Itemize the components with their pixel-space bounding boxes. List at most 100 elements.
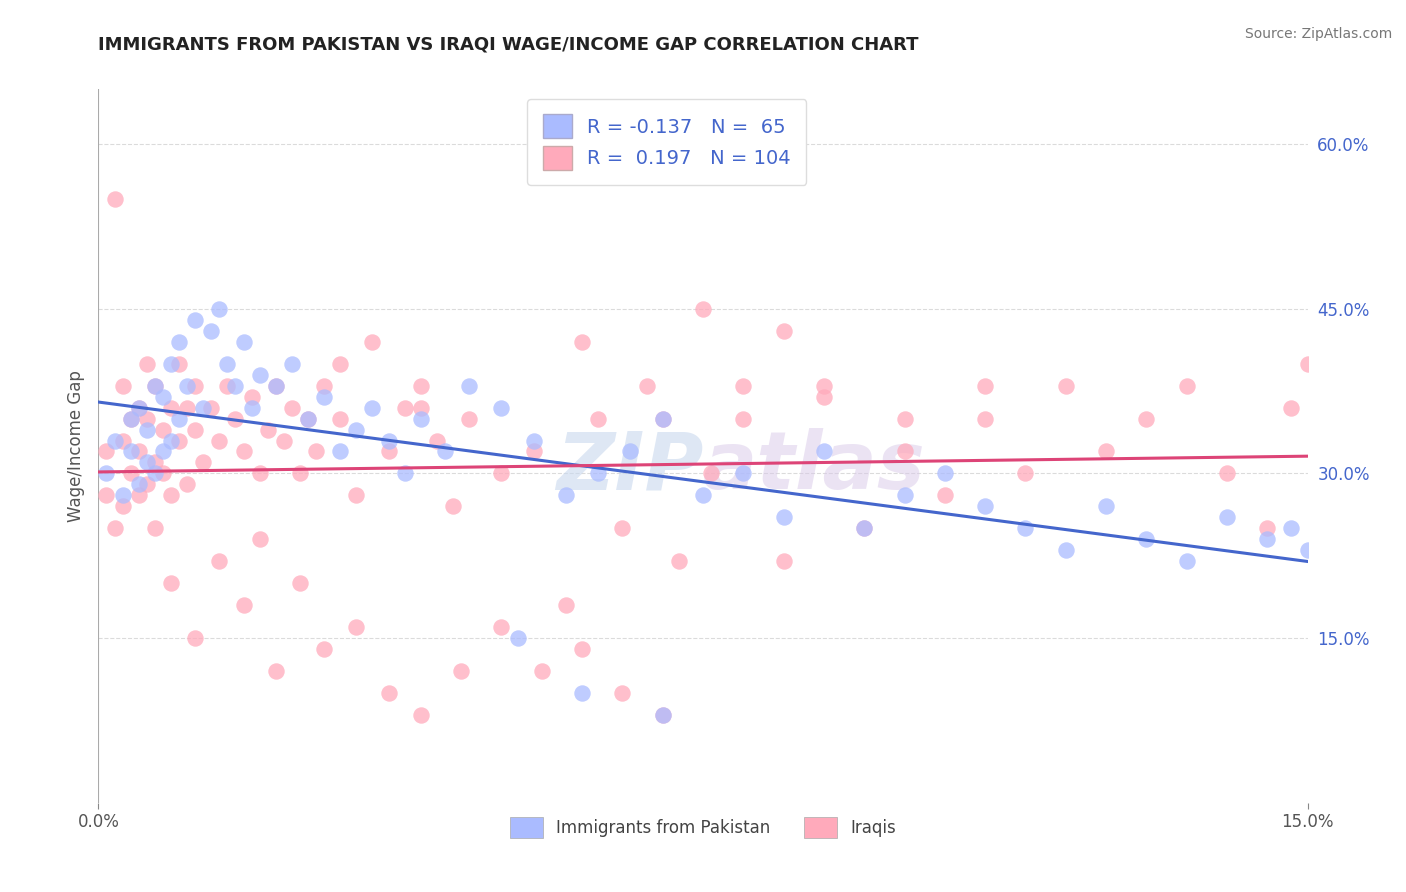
Point [974,378,997,392]
Point [288,576,311,591]
Point [128,401,150,415]
Point [619,444,641,458]
Point [273,434,295,448]
Point [409,708,432,723]
Point [1216,510,1239,524]
Point [128,401,150,415]
Point [450,664,472,678]
Text: ZIP: ZIP [555,428,703,507]
Point [377,444,399,458]
Point [256,423,278,437]
Point [152,467,174,481]
Point [571,334,593,349]
Point [120,444,142,458]
Point [1095,444,1118,458]
Point [361,401,384,415]
Point [143,378,166,392]
Point [217,357,239,371]
Point [1256,533,1278,547]
Point [297,411,319,425]
Point [1281,401,1303,415]
Point [491,467,513,481]
Point [184,312,207,326]
Point [586,411,609,425]
Point [571,686,593,700]
Point [160,401,183,415]
Point [288,467,311,481]
Point [96,467,118,481]
Point [1175,554,1198,568]
Point [167,434,190,448]
Point [135,477,157,491]
Point [377,686,399,700]
Point [458,378,481,392]
Point [103,521,125,535]
Point [934,467,956,481]
Point [893,444,915,458]
Point [184,378,207,392]
Point [111,378,134,392]
Point [974,411,997,425]
Point [128,477,150,491]
Point [264,378,287,392]
Point [523,444,546,458]
Point [329,411,352,425]
Point [96,488,118,502]
Point [297,411,319,425]
Point [651,708,673,723]
Point [1054,378,1077,392]
Point [160,434,183,448]
Point [176,401,198,415]
Point [651,411,673,425]
Point [636,378,658,392]
Point [733,411,755,425]
Point [733,378,755,392]
Point [506,631,529,645]
Point [200,401,222,415]
Point [1216,467,1239,481]
Point [329,357,352,371]
Point [152,423,174,437]
Legend: Immigrants from Pakistan, Iraqis: Immigrants from Pakistan, Iraqis [503,811,903,845]
Point [128,488,150,502]
Point [772,510,794,524]
Point [409,411,432,425]
Point [152,444,174,458]
Text: Source: ZipAtlas.com: Source: ZipAtlas.com [1244,27,1392,41]
Point [103,192,125,206]
Point [409,378,432,392]
Point [143,455,166,469]
Point [200,324,222,338]
Point [893,488,915,502]
Point [651,411,673,425]
Point [1135,411,1157,425]
Y-axis label: Wage/Income Gap: Wage/Income Gap [66,370,84,522]
Point [224,411,246,425]
Point [853,521,876,535]
Point [135,357,157,371]
Point [692,488,714,502]
Point [111,488,134,502]
Point [120,411,142,425]
Point [135,411,157,425]
Point [571,642,593,657]
Point [152,390,174,404]
Point [249,467,271,481]
Point [772,554,794,568]
Point [344,620,367,634]
Point [143,467,166,481]
Point [651,708,673,723]
Point [232,334,254,349]
Point [143,521,166,535]
Point [264,664,287,678]
Point [240,401,263,415]
Point [377,434,399,448]
Point [184,631,207,645]
Point [586,467,609,481]
Point [329,444,352,458]
Point [893,411,915,425]
Point [103,434,125,448]
Point [555,598,578,612]
Point [208,301,231,316]
Point [176,378,198,392]
